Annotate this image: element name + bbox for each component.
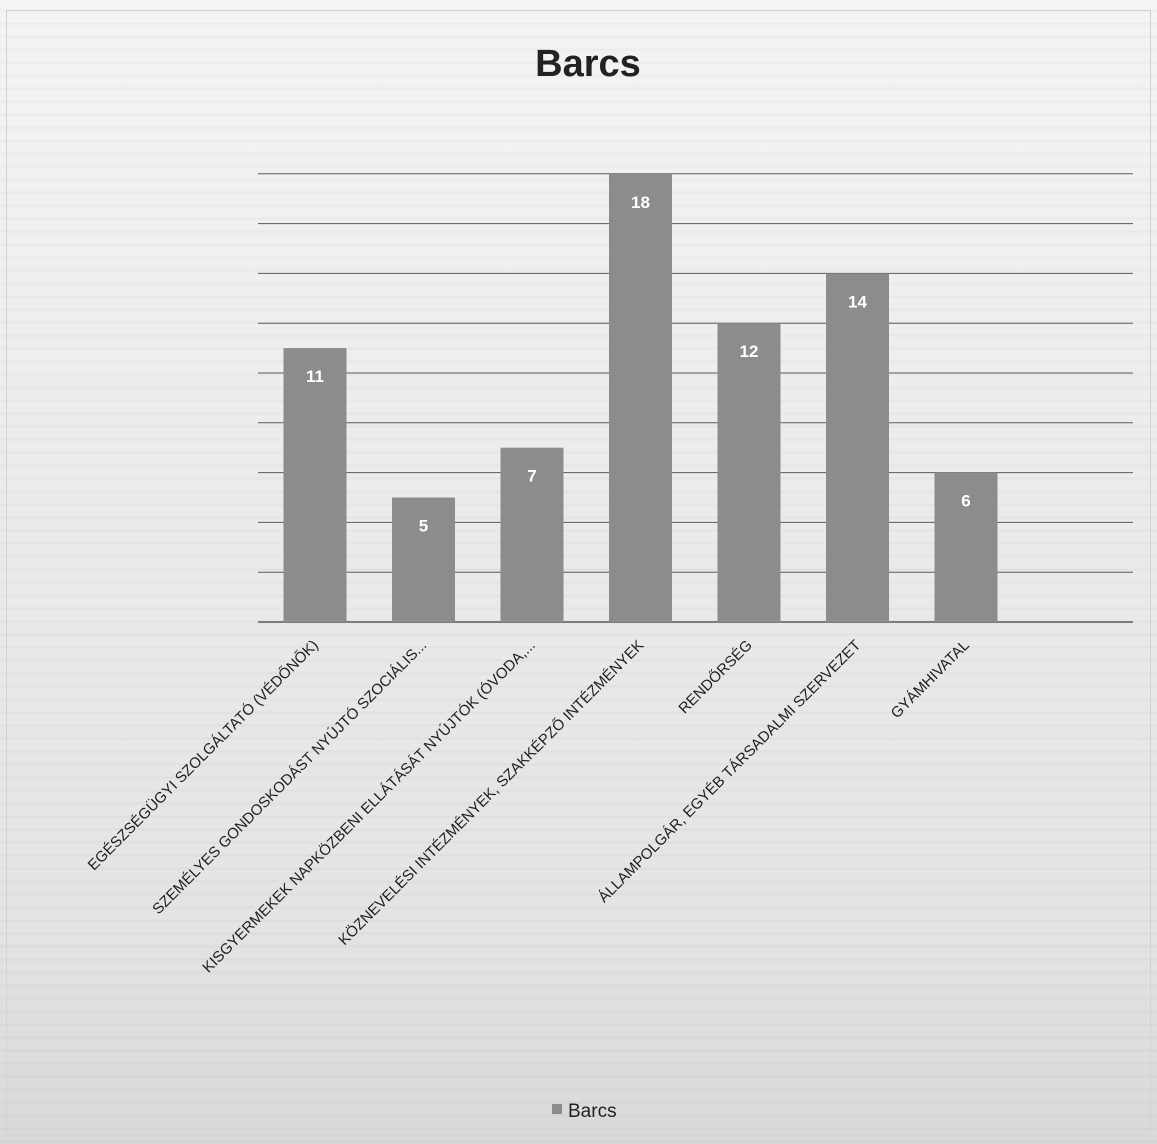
legend-label: Barcs [568, 1101, 617, 1122]
bar-series: 11 5 7 18 12 14 6 [283, 173, 998, 623]
bar [500, 447, 564, 622]
bar [392, 497, 455, 622]
legend: Barcs [552, 1101, 617, 1122]
x-tick-label: EGÉSZSÉGÜGYI SZOLGÁLTATÓ (VÉDŐNŐK) [84, 636, 322, 874]
data-label: 5 [419, 517, 428, 536]
x-axis-labels: EGÉSZSÉGÜGYI SZOLGÁLTATÓ (VÉDŐNŐK)SZEMÉL… [84, 636, 973, 976]
data-label: 14 [848, 292, 867, 311]
data-label: 6 [961, 492, 970, 511]
gridlines [258, 173, 1133, 623]
bar [934, 472, 998, 622]
bar [609, 173, 672, 623]
x-tick-label: RENDŐRSÉG [675, 637, 755, 717]
chart-area-border [6, 10, 1151, 1135]
bar [283, 348, 347, 622]
data-label: 12 [740, 342, 759, 361]
x-tick-label: ÁLLAMPOLGÁR, EGYÉB TÁRSADALMI SZERVEZET [595, 637, 864, 906]
data-label: 18 [631, 193, 650, 212]
x-tick-label: GYÁMHIVATAL [888, 637, 973, 722]
bar [717, 323, 781, 622]
bar [826, 273, 889, 622]
chart-title: Barcs [535, 43, 641, 85]
legend-swatch [552, 1104, 562, 1114]
data-label: 11 [306, 367, 324, 386]
data-label: 7 [527, 467, 536, 486]
